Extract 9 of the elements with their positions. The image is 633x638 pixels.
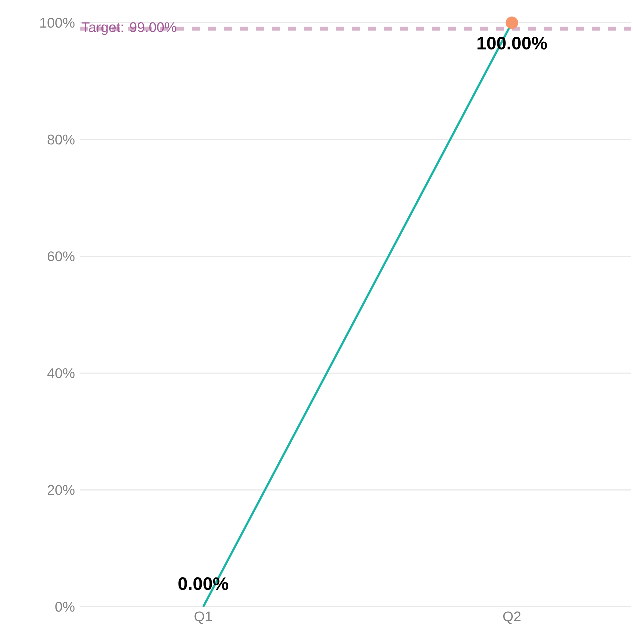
y-tick-label: 80% bbox=[48, 134, 75, 145]
y-tick-label: 20% bbox=[48, 485, 75, 496]
x-tick-label: Q2 bbox=[503, 612, 521, 624]
y-tick-label: 100% bbox=[40, 18, 75, 28]
y-tick-label: 60% bbox=[48, 252, 75, 262]
y-tick-label: 40% bbox=[48, 368, 75, 378]
ref-line-label: Target: 99.00% bbox=[82, 22, 177, 36]
y-tick-label: 0% bbox=[56, 602, 75, 612]
x-tick-label: Q1 bbox=[194, 612, 212, 624]
